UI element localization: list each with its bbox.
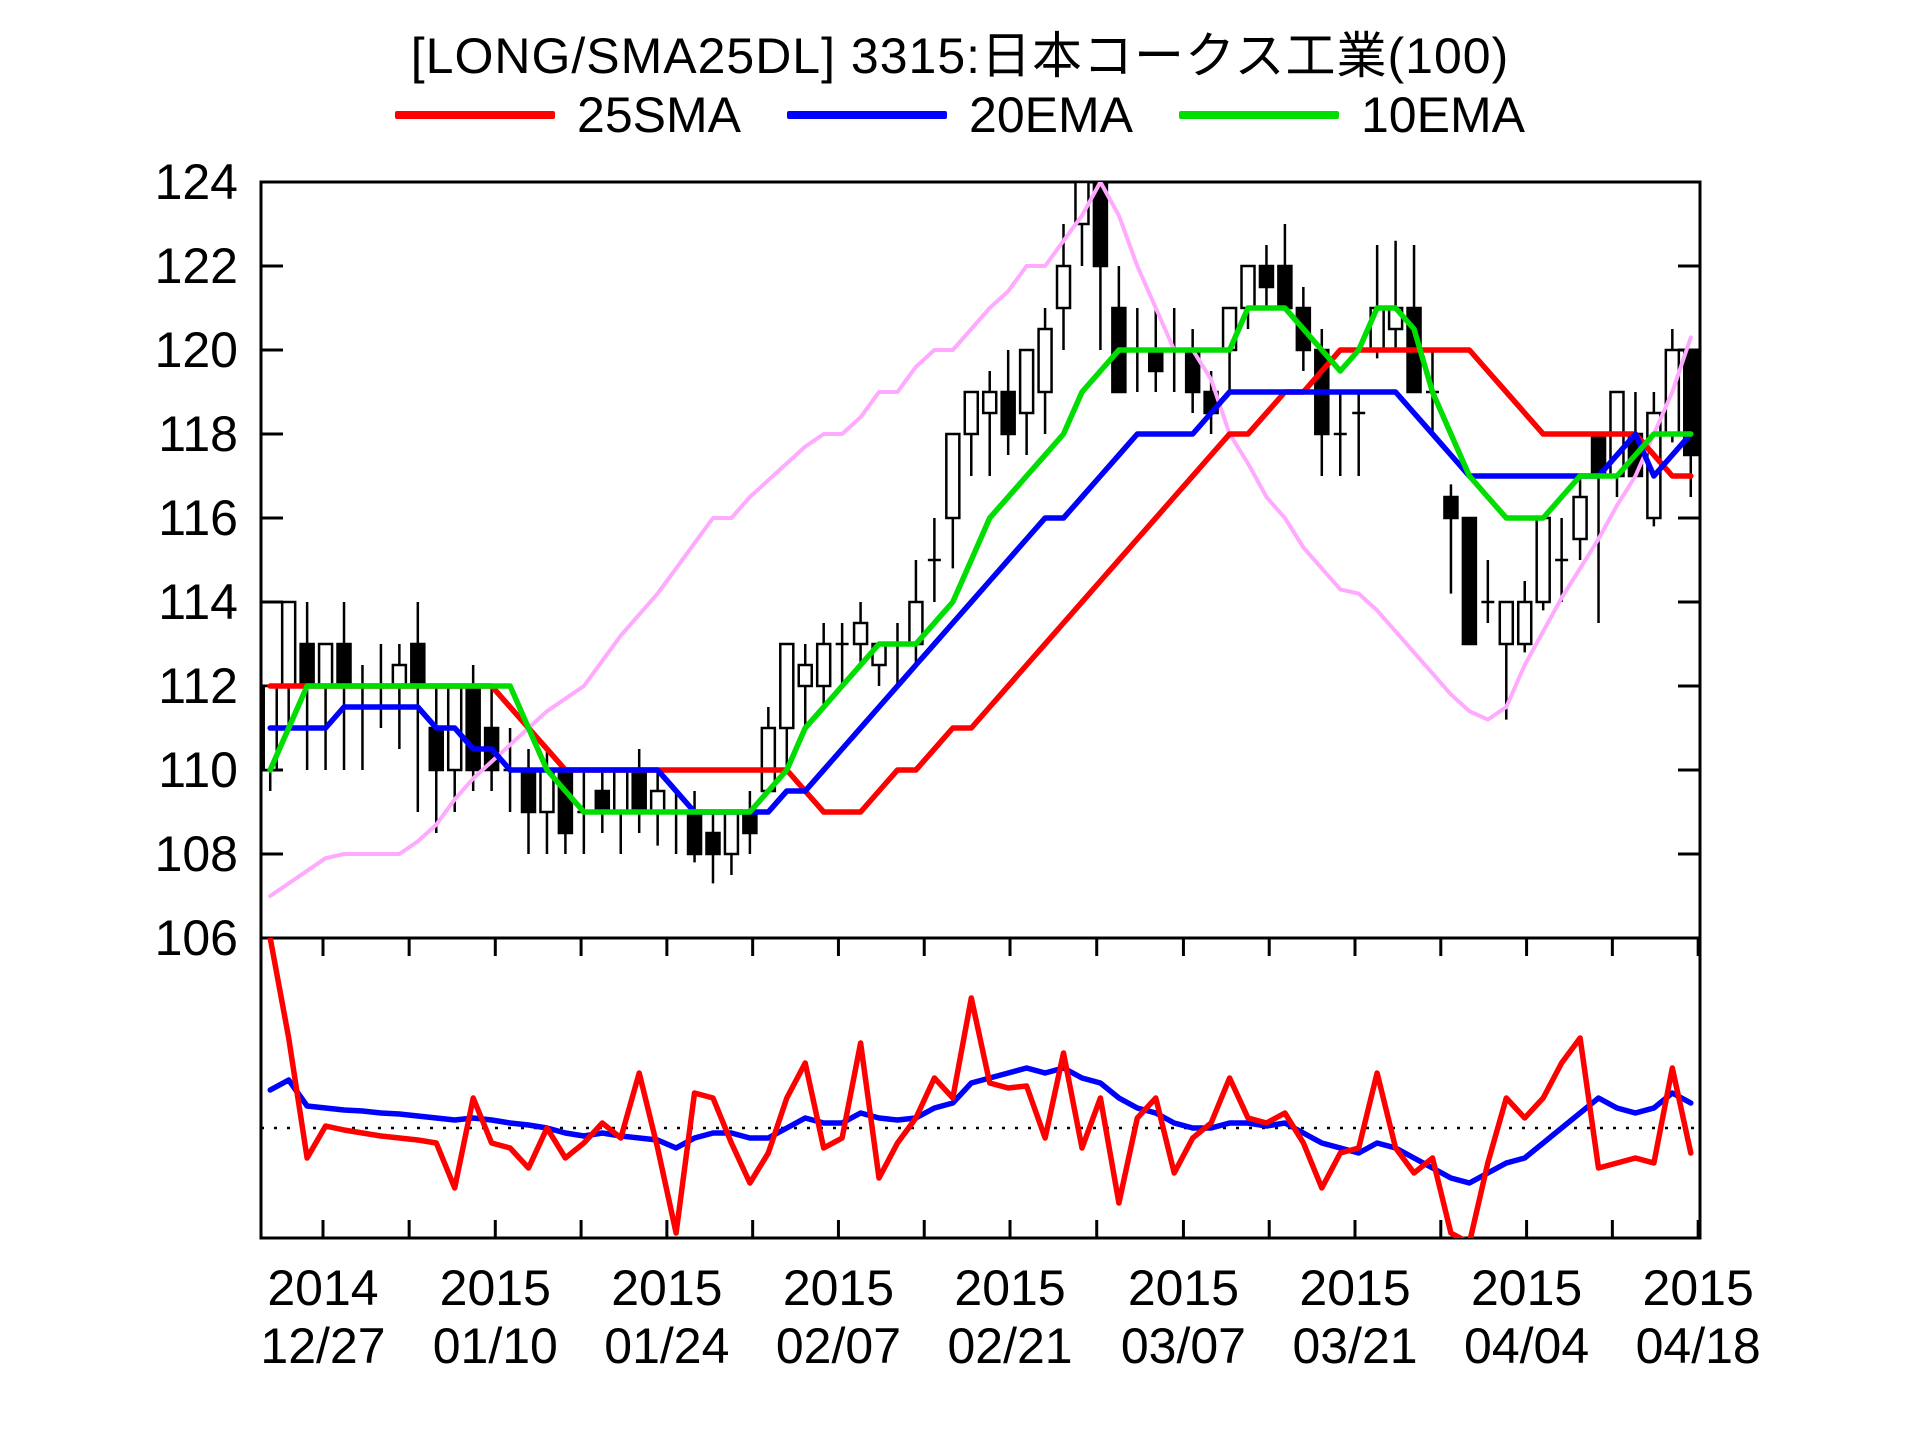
candle-9 xyxy=(428,686,445,833)
legend-label-10ema: 10EMA xyxy=(1360,87,1525,143)
y-axis-label: 112 xyxy=(158,658,238,714)
candle-24 xyxy=(705,812,721,884)
legend-item-25sma: 25SMA xyxy=(395,86,741,144)
candle-3 xyxy=(317,642,334,770)
candle-14 xyxy=(520,749,537,854)
x-axis-label: 2015 04/18 xyxy=(1636,1260,1761,1374)
legend-item-10ema: 10EMA xyxy=(1178,86,1525,144)
panel-borders xyxy=(259,180,1702,1240)
x-axis-ticks xyxy=(321,938,1700,1238)
candle-64 xyxy=(1443,484,1459,594)
x-axis-label: 2015 02/07 xyxy=(776,1260,901,1374)
candle-18 xyxy=(594,770,611,833)
x-axis-label: 2015 02/21 xyxy=(947,1260,1072,1374)
osc-blue-line xyxy=(267,1065,1694,1186)
candle-23 xyxy=(686,791,703,863)
x-axis-label: 2015 01/10 xyxy=(433,1260,558,1374)
y-axis-label: 118 xyxy=(158,406,238,462)
candle-34 xyxy=(890,623,904,686)
candle-20 xyxy=(631,749,647,833)
25sma-line-swatch xyxy=(395,111,556,119)
candle-73 xyxy=(1609,390,1625,497)
candle-60 xyxy=(1369,245,1385,359)
candle-41 xyxy=(1018,348,1035,455)
candle-27 xyxy=(760,707,777,793)
candle-0 xyxy=(262,684,278,791)
candle-39 xyxy=(981,371,998,476)
y-axis-label: 114 xyxy=(158,574,238,630)
candle-70 xyxy=(1555,518,1569,602)
legend-label-25sma: 25SMA xyxy=(577,87,742,143)
ema20-line xyxy=(267,389,1694,815)
y-axis-labels: 106 108 110 112 114 116 118 120 122 124 xyxy=(155,154,238,966)
candle-22 xyxy=(669,791,683,854)
candle-59 xyxy=(1352,392,1366,476)
candle-58 xyxy=(1333,392,1347,476)
candle-7 xyxy=(391,644,408,749)
candle-21 xyxy=(649,770,666,846)
chart-title: [LONG/SMA25DL] 3315:日本コークス工業(100) xyxy=(410,28,1510,84)
legend-label-20ema: 20EMA xyxy=(969,87,1133,143)
candle-71 xyxy=(1572,476,1588,560)
y-axis-label: 106 xyxy=(155,910,238,966)
osc-red-line xyxy=(267,938,1694,1238)
candle-5 xyxy=(355,665,369,770)
candle-50 xyxy=(1184,329,1201,413)
candle-1 xyxy=(280,600,297,728)
candle-28 xyxy=(779,642,795,770)
candle-55 xyxy=(1277,224,1293,310)
x-axis-label: 2015 03/07 xyxy=(1121,1260,1246,1374)
x-axis-label: 2014 12/27 xyxy=(260,1260,385,1374)
candle-68 xyxy=(1516,581,1533,653)
10ema-line-swatch xyxy=(1178,111,1339,119)
candle-42 xyxy=(1037,308,1053,434)
y-axis-ticks xyxy=(261,180,1700,940)
x-axis-label: 2015 03/21 xyxy=(1292,1260,1417,1374)
candle-38 xyxy=(963,390,980,476)
candle-25 xyxy=(723,810,740,875)
candle-77 xyxy=(1683,348,1699,497)
y-axis-label: 108 xyxy=(155,826,238,882)
y-axis-label: 122 xyxy=(155,238,238,294)
candle-62 xyxy=(1406,245,1422,394)
candle-12 xyxy=(483,686,500,791)
candle-65 xyxy=(1461,516,1478,646)
candle-35 xyxy=(908,560,924,665)
candle-54 xyxy=(1258,245,1275,308)
candle-67 xyxy=(1498,600,1515,720)
candle-40 xyxy=(1000,350,1016,455)
x-axis-labels: 2014 12/27 2015 01/10 2015 01/24 2015 02/07 2015… xyxy=(260,1260,1760,1374)
y-axis-label: 120 xyxy=(155,322,238,378)
candle-66 xyxy=(1481,560,1495,623)
candle-36 xyxy=(927,518,941,602)
candle-69 xyxy=(1535,516,1551,611)
y-axis-label: 110 xyxy=(158,742,238,798)
legend-item-20ema: 20EMA xyxy=(787,86,1133,144)
candle-26 xyxy=(742,791,758,854)
x-axis-label: 2015 04/04 xyxy=(1464,1260,1589,1374)
x-axis-label: 2015 01/24 xyxy=(604,1260,729,1374)
candle-43 xyxy=(1055,224,1072,350)
ema10-line xyxy=(267,305,1694,815)
chart-legend: 25SMA 20EMA 10EMA xyxy=(0,86,1920,144)
dl-line-line xyxy=(268,182,1693,898)
candle-46 xyxy=(1111,266,1127,394)
candle-32 xyxy=(852,602,869,665)
candle-61 xyxy=(1387,240,1404,350)
y-axis-label: 116 xyxy=(158,490,238,546)
candle-45 xyxy=(1092,182,1109,350)
20ema-line-swatch xyxy=(787,111,948,119)
candle-31 xyxy=(835,623,849,686)
sma25-line xyxy=(267,347,1694,815)
y-axis-label: 124 xyxy=(155,154,238,210)
candle-30 xyxy=(815,623,832,707)
candle-29 xyxy=(797,644,813,728)
candle-37 xyxy=(945,432,961,569)
